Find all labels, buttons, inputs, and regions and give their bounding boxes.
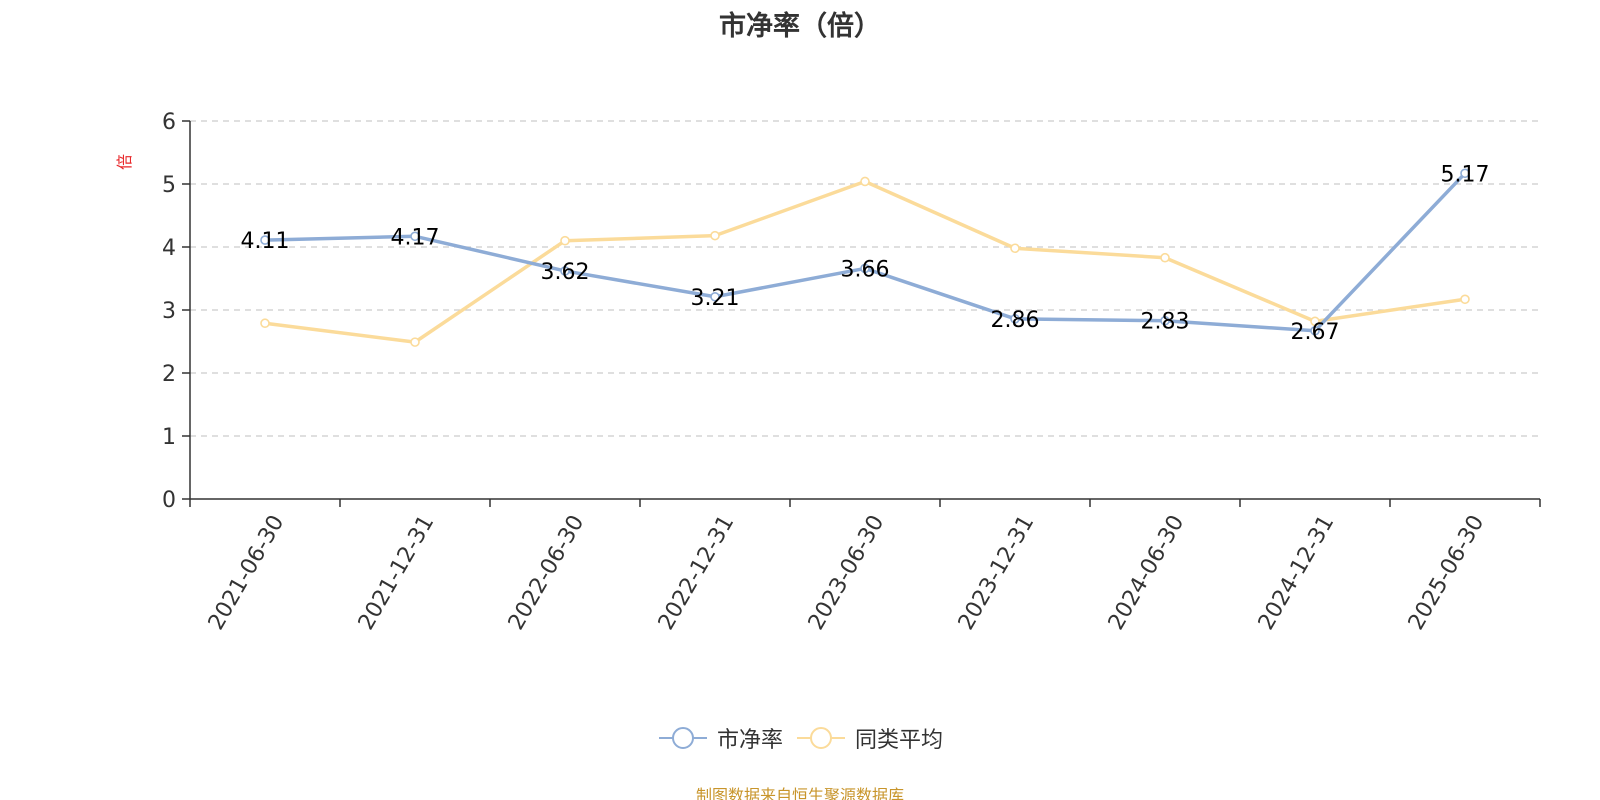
data-point (1010, 243, 1020, 254)
chart-title: 市净率（倍） (719, 11, 881, 42)
x-tick-label: 2021-12-31 (354, 511, 440, 634)
data-point (860, 176, 870, 187)
data-label: 3.62 (541, 260, 590, 285)
data-label: 2.67 (1291, 320, 1340, 345)
data-point (1460, 294, 1470, 305)
y-tick-label: 1 (162, 425, 176, 450)
legend-item[interactable]: 市净率 (657, 722, 783, 754)
data-point (860, 263, 870, 274)
data-point (1160, 252, 1170, 263)
data-point (1310, 325, 1320, 336)
data-point (560, 266, 570, 276)
x-tick-label: 2022-06-30 (504, 511, 590, 634)
data-point (1010, 314, 1020, 324)
y-tick-label: 3 (162, 299, 176, 324)
legend: 市净率 同类平均 (0, 722, 1600, 756)
data-point (1310, 316, 1320, 327)
legend-marker-icon (797, 727, 845, 749)
data-point (260, 235, 270, 245)
legend-label: 市净率 (716, 728, 783, 753)
legend-item[interactable]: 同类平均 (795, 722, 943, 754)
x-tick-label: 2025-06-30 (1404, 511, 1490, 634)
data-label: 2.86 (991, 308, 1040, 333)
data-point (710, 230, 720, 241)
data-point (1460, 168, 1470, 179)
data-point (1160, 315, 1170, 326)
y-tick-label: 6 (162, 110, 176, 135)
x-tick-label: 2023-12-31 (954, 511, 1040, 634)
legend-label: 同类平均 (855, 728, 944, 753)
data-point (260, 318, 270, 329)
x-tick-label: 2024-12-31 (1254, 511, 1340, 634)
x-tick-label: 2022-12-31 (654, 511, 740, 634)
data-point (710, 291, 720, 302)
legend-marker-icon (658, 727, 707, 749)
legend-circle (810, 727, 832, 749)
y-tick-label: 0 (162, 488, 176, 513)
x-tick-label: 2023-06-30 (804, 511, 890, 634)
data-label: 5.17 (1441, 162, 1490, 187)
data-label: 3.21 (691, 286, 740, 311)
y-tick-label: 4 (162, 236, 176, 261)
y-axis-label: 倍 (115, 154, 134, 170)
data-label: 3.66 (841, 257, 890, 282)
data-point (560, 235, 570, 246)
data-label: 4.11 (241, 229, 290, 254)
data-label: 2.83 (1141, 310, 1190, 335)
data-label: 4.17 (391, 225, 440, 250)
x-tick-label: 2021-06-30 (204, 511, 290, 634)
legend-circle (671, 727, 694, 749)
y-tick-label: 5 (162, 173, 176, 198)
x-tick-label: 2024-06-30 (1104, 511, 1190, 634)
data-point (410, 337, 420, 347)
data-point (410, 231, 420, 242)
source-note: 制图数据来自恒生聚源数据库 (695, 786, 904, 800)
y-tick-label: 2 (162, 362, 176, 387)
